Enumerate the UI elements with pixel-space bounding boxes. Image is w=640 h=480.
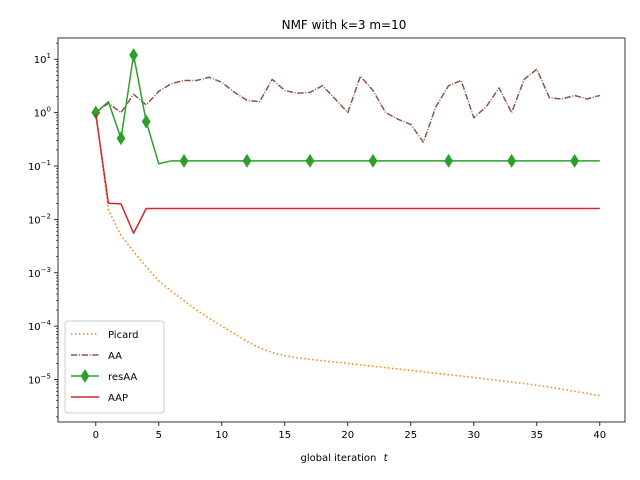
data-point-resaa <box>305 153 315 168</box>
y-tick-label: 10−4 <box>28 319 52 333</box>
y-tick-label: 10−1 <box>28 159 51 173</box>
data-point-resaa <box>179 153 189 168</box>
x-tick-label: 30 <box>467 430 480 441</box>
data-point-resaa <box>368 153 378 168</box>
x-tick-label: 25 <box>404 430 417 441</box>
series-line-aa <box>95 68 601 143</box>
x-tick-label: 5 <box>156 430 162 441</box>
y-tick-label: 10−5 <box>28 373 51 387</box>
chart-title: NMF with k=3 m=10 <box>282 18 407 32</box>
legend: Picard AA resAA AAP <box>64 320 165 414</box>
legend-label-aa: AA <box>108 351 122 362</box>
data-point-resaa <box>444 153 453 168</box>
data-point-resaa <box>129 48 138 62</box>
x-tick-label: 35 <box>530 430 543 441</box>
x-axis-label-text: global iteration <box>300 453 376 464</box>
y-tick-label: 10−3 <box>28 266 51 280</box>
legend-marker-resaa <box>80 369 90 383</box>
x-tick-label: 0 <box>93 430 99 441</box>
data-point-resaa <box>242 153 252 168</box>
y-tick-label: 100 <box>34 106 51 120</box>
legend-box <box>64 320 165 414</box>
data-point-resaa <box>570 153 579 168</box>
data-point-resaa <box>507 153 516 168</box>
y-tick-label: 10−2 <box>28 212 51 226</box>
data-point-resaa <box>141 114 151 129</box>
x-tick-label: 15 <box>278 430 291 441</box>
data-point-resaa <box>116 131 126 146</box>
x-axis-label: global iteration t <box>300 453 388 464</box>
x-tick-label: 20 <box>341 430 354 441</box>
x-tick-label: 40 <box>593 430 606 441</box>
x-tick-label: 10 <box>215 430 228 441</box>
y-tick-label: 101 <box>34 52 51 66</box>
plot-frame <box>57 37 626 423</box>
series-line-aap <box>95 113 600 234</box>
series-line-picard <box>95 113 600 397</box>
legend-label-picard: Picard <box>108 330 139 341</box>
x-axis-label-variable: t <box>384 453 389 464</box>
legend-label-aap: AAP <box>108 393 128 404</box>
legend-label-resaa: resAA <box>108 372 137 383</box>
